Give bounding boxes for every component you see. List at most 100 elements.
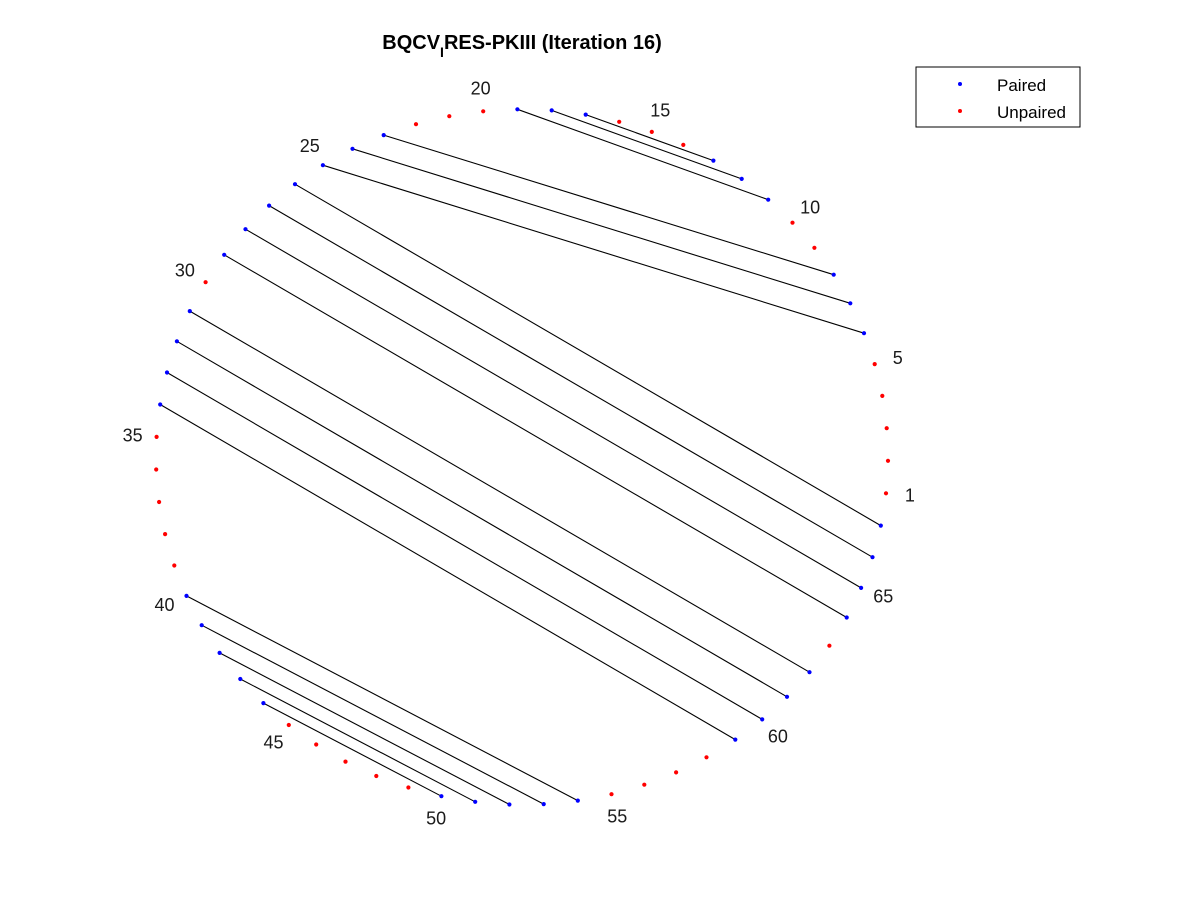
unpaired-node-2	[885, 458, 891, 463]
paired-node-28	[243, 227, 248, 232]
pair-line-40-54	[186, 595, 579, 802]
paired-node-64	[844, 615, 849, 620]
plot-title: BQCVIRES-PKIII (Iteration 16)	[382, 32, 662, 60]
unpaired-node-9	[812, 245, 817, 250]
paired-node-7	[848, 301, 853, 306]
unpaired-node-38	[163, 532, 168, 537]
paired-node-11	[766, 197, 771, 202]
pair-line-41-53	[201, 624, 544, 805]
unpaired-node-49	[406, 785, 411, 790]
paired-node-44	[261, 701, 266, 706]
pair-line-44-50	[263, 702, 442, 797]
paired-node-31	[187, 309, 192, 314]
paired-node-50	[439, 794, 444, 799]
unpaired-node-3	[884, 426, 889, 431]
pair-line-27-66	[268, 205, 873, 558]
unpaired-node-14	[681, 142, 686, 147]
paired-node-52	[507, 802, 512, 807]
title-prefix: BQCV	[382, 32, 440, 54]
unpaired-node-30	[203, 280, 208, 285]
unpaired-node-15	[649, 129, 654, 134]
position-label-5: 5	[893, 348, 903, 368]
unpaired-node-58	[704, 755, 709, 760]
pair-line-26-67	[294, 183, 882, 527]
position-label-15: 15	[650, 101, 670, 121]
paired-node-54	[575, 798, 580, 803]
pair-lines	[159, 108, 882, 805]
paired-node-61	[784, 694, 790, 699]
paired-node-12	[739, 176, 744, 181]
paired-node-43	[238, 676, 243, 682]
unpaired-node-22	[413, 122, 419, 127]
position-label-25: 25	[300, 136, 320, 156]
paired-node-40	[184, 593, 189, 599]
paired-node-51	[473, 799, 478, 804]
paired-node-65	[859, 585, 864, 591]
unpaired-node-56	[642, 782, 647, 787]
paired-node-62	[807, 670, 812, 675]
paired-node-34	[158, 402, 163, 407]
position-label-40: 40	[154, 595, 174, 615]
unpaired-node-45	[286, 722, 291, 728]
legend-paired-marker	[958, 82, 962, 86]
pair-line-34-59	[159, 404, 736, 741]
legend: Paired Unpaired	[915, 66, 1081, 128]
position-label-45: 45	[263, 733, 283, 753]
pair-line-12-18	[551, 109, 742, 180]
sequence-nodes	[154, 107, 891, 807]
unpaired-node-46	[314, 742, 319, 747]
unpaired-node-20	[481, 109, 486, 114]
paired-node-13	[711, 158, 716, 163]
unpaired-node-1	[883, 491, 889, 496]
unpaired-node-48	[374, 773, 379, 779]
paired-node-26	[292, 182, 298, 187]
position-label-20: 20	[471, 79, 491, 99]
unpaired-node-16	[617, 119, 622, 124]
paired-node-53	[541, 802, 546, 807]
paired-node-41	[199, 623, 204, 628]
position-label-60: 60	[768, 727, 788, 747]
unpaired-node-35	[154, 434, 159, 439]
unpaired-node-47	[343, 759, 348, 764]
pair-line-8-23	[383, 134, 834, 276]
unpaired-node-39	[172, 563, 177, 568]
paired-node-17	[583, 112, 588, 117]
pair-line-13-17	[585, 114, 714, 162]
paired-node-32	[174, 339, 179, 344]
unpaired-node-5	[872, 362, 877, 367]
pair-line-28-65	[245, 228, 862, 589]
paired-node-23	[381, 133, 386, 138]
position-label-1: 1	[905, 486, 915, 506]
unpaired-node-37	[157, 499, 162, 505]
legend-paired-label: Paired	[997, 76, 1046, 95]
pair-line-32-61	[176, 340, 788, 698]
paired-node-33	[164, 370, 170, 375]
unpaired-node-63	[827, 643, 832, 648]
paired-node-66	[870, 555, 875, 560]
position-label-65: 65	[873, 587, 893, 607]
unpaired-node-4	[880, 393, 885, 398]
legend-box	[915, 66, 1081, 128]
unpaired-node-36	[154, 467, 159, 472]
pair-line-31-62	[189, 310, 810, 673]
position-label-35: 35	[123, 426, 143, 446]
legend-unpaired-label: Unpaired	[997, 103, 1066, 122]
paired-node-60	[760, 717, 765, 722]
unpaired-node-57	[674, 770, 679, 775]
position-label-55: 55	[607, 806, 627, 826]
paired-node-8	[831, 272, 836, 277]
paired-node-24	[350, 146, 355, 151]
pair-line-6-25	[322, 164, 865, 334]
paired-node-29	[222, 252, 227, 257]
pair-line-42-52	[219, 652, 510, 805]
position-label-30: 30	[175, 261, 195, 281]
paired-node-27	[267, 203, 272, 208]
paired-node-19	[515, 107, 520, 112]
paired-node-67	[878, 523, 883, 528]
paired-node-25	[320, 163, 325, 168]
unpaired-node-21	[447, 114, 452, 119]
paired-node-6	[861, 331, 867, 336]
legend-unpaired-marker	[958, 109, 962, 113]
